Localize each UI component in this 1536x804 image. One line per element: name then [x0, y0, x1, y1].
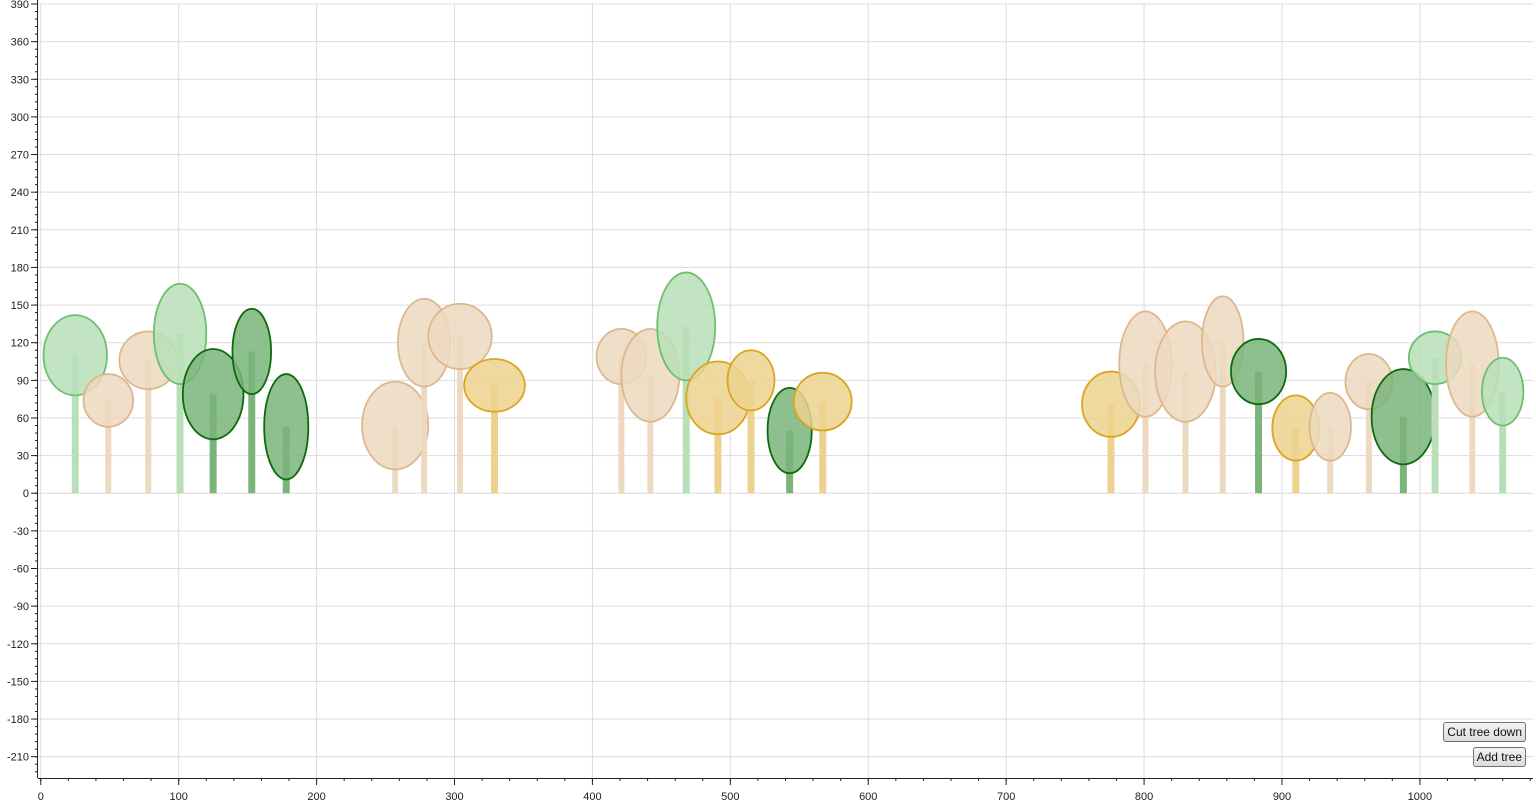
y-tick-label: 30	[17, 451, 29, 463]
x-tick-label: 400	[583, 791, 601, 803]
tree-trunk	[176, 333, 184, 494]
y-tick-label: 0	[23, 488, 29, 500]
tree-trunk	[71, 355, 79, 494]
x-tick-label: 700	[997, 791, 1015, 803]
y-tick-label: 270	[11, 150, 29, 162]
tree-trunk	[1365, 381, 1372, 494]
tree-trunk	[1255, 371, 1263, 494]
tree-trunk	[1469, 364, 1476, 494]
tree-trunk	[209, 394, 217, 494]
tree-canopy	[1481, 356, 1525, 427]
y-tick-label: 390	[11, 0, 29, 11]
tree-canopy	[427, 302, 493, 370]
tree-trunk	[490, 385, 498, 494]
y-tick-label: -210	[7, 752, 29, 764]
add-tree-button[interactable]: Add tree	[1472, 747, 1526, 767]
x-tick-label: 200	[307, 791, 325, 803]
x-tick-label: 1000	[1408, 791, 1432, 803]
y-tick-label: -180	[7, 714, 29, 726]
tree-trunk	[1182, 371, 1189, 494]
y-tick-label: 90	[17, 375, 29, 387]
y-tick-label: 330	[11, 74, 29, 86]
tree-canopy	[1308, 391, 1352, 462]
tree-canopy	[361, 380, 430, 471]
y-tick-label: 360	[11, 37, 29, 49]
tree-trunk	[682, 326, 690, 494]
tree-canopy	[231, 307, 272, 396]
tree-trunk	[1499, 391, 1507, 494]
trees-layer	[42, 271, 1525, 494]
tree-trunk	[714, 397, 722, 494]
cut-tree-down-button[interactable]: Cut tree down	[1443, 722, 1526, 742]
tree-trunk	[1219, 341, 1226, 494]
tree-canopy	[263, 373, 310, 481]
tree-trunk	[421, 342, 428, 494]
y-tick-label: 300	[11, 112, 29, 124]
x-tick-label: 900	[1273, 791, 1291, 803]
tree-trunk	[819, 401, 827, 494]
tree-trunk	[457, 336, 464, 494]
tree-trunk	[647, 375, 654, 494]
x-tick-label: 100	[169, 791, 187, 803]
tree-canopy	[656, 271, 717, 382]
tree-canopy	[726, 349, 776, 412]
tree-trunk	[1431, 357, 1439, 494]
tree-canopy	[181, 348, 245, 441]
y-tick-label: 120	[11, 338, 29, 350]
tree-trunk	[105, 400, 112, 494]
x-tick-label: 0	[38, 791, 44, 803]
tree-canopy	[82, 373, 135, 428]
tree-trunk	[1107, 404, 1115, 494]
y-tick-label: 150	[11, 300, 29, 312]
y-tick-label: 210	[11, 225, 29, 237]
tree-canopy	[463, 358, 526, 413]
y-tick-label: -60	[13, 564, 29, 576]
axes: 3903603303002702402101801501209060300-30…	[7, 0, 1533, 803]
tree-trunk	[1142, 364, 1149, 494]
tree-canopy	[792, 371, 853, 432]
y-tick-label: 60	[17, 413, 29, 425]
y-tick-label: 180	[11, 262, 29, 274]
tree-canopy	[1230, 338, 1288, 406]
y-tick-label: -90	[13, 601, 29, 613]
x-tick-label: 300	[445, 791, 463, 803]
tree-trunk	[618, 356, 625, 494]
tree-canopy	[42, 314, 108, 397]
tree-trunk	[145, 360, 152, 494]
y-tick-label: -120	[7, 639, 29, 651]
x-tick-label: 500	[721, 791, 739, 803]
x-tick-label: 800	[1135, 791, 1153, 803]
x-tick-label: 600	[859, 791, 877, 803]
y-tick-label: 240	[11, 187, 29, 199]
tree-trunk	[747, 380, 755, 494]
y-tick-label: -30	[13, 526, 29, 538]
tree-trunk	[248, 351, 256, 494]
y-tick-label: -150	[7, 676, 29, 688]
